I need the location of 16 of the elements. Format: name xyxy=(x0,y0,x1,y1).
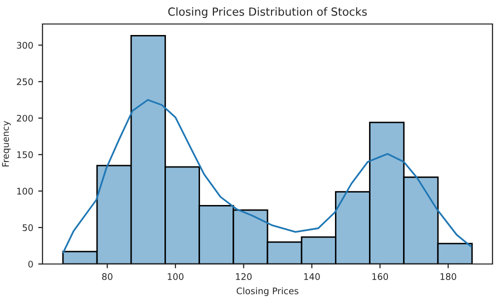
y-tick-label: 200 xyxy=(16,114,33,122)
x-tick-label: 80 xyxy=(102,273,112,280)
y-tick-label: 300 xyxy=(16,42,33,49)
y-tick-label: 250 xyxy=(16,78,33,86)
y-tick-label: 0 xyxy=(28,260,33,268)
x-axis-title: Closing Prices xyxy=(236,287,298,296)
x-tick-label: 180 xyxy=(440,273,456,280)
y-tick-label: 50 xyxy=(22,224,33,232)
y-tick-label: 150 xyxy=(17,151,33,158)
y-axis-title: Frequency xyxy=(2,120,11,166)
y-tick-label: 100 xyxy=(17,188,33,195)
x-tick-label: 160 xyxy=(372,273,388,280)
x-tick-label: 100 xyxy=(168,273,184,280)
x-tick-label: 120 xyxy=(236,273,252,280)
x-tick-label: 140 xyxy=(304,273,320,280)
chart-title: Closing Prices Distribution of Stocks xyxy=(168,7,367,18)
